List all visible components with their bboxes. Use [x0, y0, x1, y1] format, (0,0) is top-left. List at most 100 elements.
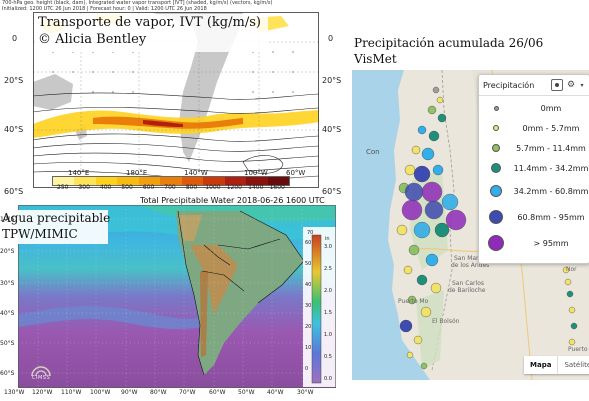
ivt-header-line1: 700-hPa geo. height (black, dam), Integr…: [2, 0, 273, 6]
tpw-grid: [18, 205, 336, 388]
tpw-cbar-mm-label: 60: [305, 240, 312, 246]
tpw-cbar-in-label: 0.5: [324, 354, 332, 360]
ivt-colorbar-swatch: [138, 177, 161, 185]
ivt-lon-label: 140°W: [184, 169, 208, 177]
ivt-colorbar-label: 1000: [205, 184, 221, 191]
tpw-lat-label: 50°S: [0, 340, 15, 347]
legend-target-icon[interactable]: [551, 79, 563, 91]
ivt-colorbar-swatch: [95, 177, 118, 185]
tpw-cbar-in-label: 0.0: [324, 376, 332, 382]
ivt-colorbar-swatch: [53, 177, 75, 185]
ivt-colorbar-swatch: [181, 177, 204, 185]
place-label: San Martín: [454, 255, 487, 262]
ivt-lat-label: 40°S: [322, 125, 342, 134]
legend-dot: [491, 163, 501, 173]
place-label: El Bolsón: [432, 318, 460, 325]
tpw-lon-labels: 130°W 120°W 110°W 100°W 90°W 80°W 70°W 60°W 50°W…: [0, 389, 346, 399]
ivt-colorbar-swatch: [267, 177, 289, 185]
ivt-lon-label: 100°W: [244, 169, 268, 177]
ivt-lon-label: 180°E: [126, 169, 148, 177]
ivt-lon-label: 60°W: [286, 169, 306, 177]
ivt-title-box: Transporte de vapor, IVT (kg/m/s) © Alic…: [36, 14, 268, 52]
ivt-colorbar-label: 600: [142, 184, 155, 191]
tpw-map: [18, 205, 336, 388]
tpw-cbar-mm-labels: 60 50 40 30 20 10 0: [305, 240, 315, 378]
map-button[interactable]: Mapa: [530, 361, 552, 369]
legend-label: 11.4mm - 34.2mm: [513, 163, 589, 173]
place-label: de Bariloche: [448, 287, 486, 294]
map-subtitle: VisMet: [354, 52, 397, 66]
legend-item[interactable]: 60.8mm - 95mm: [479, 204, 589, 230]
tpw-cbar-in-label: 3.0: [324, 244, 332, 250]
satellite-button[interactable]: Satélite: [557, 356, 589, 374]
tpw-lon-label: 100°W: [90, 389, 111, 396]
ivt-colorbar-swatch: [160, 177, 182, 185]
ivt-colorbar-labels: 250 300 400 500 600 700 800 1000 1200 1400 1600: [52, 184, 288, 194]
ivt-colorbar-label: 250: [57, 184, 69, 191]
tpw-lon-label: 30°W: [297, 389, 314, 396]
ivt-colorbar-label: 1200: [226, 184, 242, 191]
ivt-lat-label: 0: [12, 34, 18, 43]
tpw-lon-label: 40°W: [267, 389, 284, 396]
tpw-cbar-in-label: 2.0: [324, 288, 332, 294]
map-title: Precipitación acumulada 26/06: [354, 36, 544, 50]
legend-label: 0mm: [540, 103, 562, 113]
tpw-cbar-mm-label: 40: [305, 282, 312, 288]
legend-dot: [493, 125, 499, 131]
legend-dot: [488, 235, 504, 251]
legend-item[interactable]: > 95mm: [479, 230, 589, 256]
ivt-lat-label: 20°S: [4, 76, 24, 85]
ivt-colorbar-swatch: [117, 177, 139, 185]
tpw-lon-label: 50°W: [238, 389, 255, 396]
cimss-logo-icon: [31, 366, 51, 377]
place-label: Nor: [566, 266, 577, 273]
legend-item[interactable]: 11.4mm - 34.2mm: [479, 158, 589, 178]
tpw-lat-label: 60°S: [0, 370, 15, 377]
legend-dot: [490, 185, 502, 197]
cimss-logo: CIMSS: [30, 362, 52, 382]
ivt-colorbar-label: 400: [99, 184, 112, 191]
ivt-colorbar-label: 300: [78, 184, 90, 191]
ivt-colorbar-label: 500: [121, 184, 133, 191]
ivt-colorbar-label: 800: [185, 184, 198, 191]
legend-item[interactable]: 0mm - 5.7mm: [479, 118, 589, 138]
precip-stations: [396, 86, 578, 370]
tpw-title: Agua precipitable: [2, 211, 111, 225]
ivt-colorbar-swatch: [74, 177, 96, 185]
australia-land: [33, 74, 73, 110]
tpw-lon-label: 80°W: [150, 389, 167, 396]
legend-item[interactable]: 5.7mm - 11.4mm: [479, 138, 589, 158]
tpw-lat-label: 10°S: [0, 216, 15, 223]
tpw-lat-label: 40°S: [0, 310, 15, 317]
legend-label: 34.2mm - 60.8mm: [513, 186, 589, 196]
legend-label: 5.7mm - 11.4mm: [516, 143, 586, 153]
tpw-header: Total Precipitable Water 2018-06-26 1600…: [140, 196, 325, 205]
tpw-cbar-mm-label: 0: [305, 366, 309, 372]
legend-dot-cell: [479, 185, 513, 197]
precip-legend: Precipitación ⚙ ▾ 0mm 0mm - 5.7mm 5.7mm - …: [478, 74, 589, 264]
tpw-cbar-top-mm: 70: [307, 230, 314, 236]
gear-icon[interactable]: ⚙: [566, 80, 576, 90]
legend-label: > 95mm: [533, 238, 569, 248]
tpw-cbar-in-label: 1.0: [324, 332, 332, 338]
legend-item[interactable]: 0mm: [479, 98, 589, 118]
chevron-down-icon[interactable]: ▾: [580, 81, 584, 89]
legend-dot-cell: [479, 235, 513, 251]
tpw-lon-label: 90°W: [121, 389, 138, 396]
legend-dot-cell: [479, 105, 513, 111]
place-label: Con: [366, 148, 380, 156]
tpw-lon-label: 120°W: [32, 389, 53, 396]
legend-dot-cell: [479, 125, 513, 131]
tpw-borders: [177, 210, 305, 376]
ivt-colorbar: [52, 176, 290, 186]
place-label: de los Andes: [451, 262, 490, 269]
ivt-lat-label: 20°S: [322, 76, 342, 85]
ivt-credit: © Alicia Bentley: [38, 32, 147, 47]
map-panel: Precipitación acumulada 26/06 VisMet: [352, 0, 589, 401]
ivt-lat-label: 0: [328, 34, 334, 43]
ivt-colorbar-swatch: [203, 177, 225, 185]
place-label: Puerto Mo: [398, 298, 429, 305]
place-label: San Carlos: [452, 280, 484, 287]
legend-item[interactable]: 34.2mm - 60.8mm: [479, 178, 589, 204]
tpw-cbar-mm-label: 30: [305, 303, 312, 309]
